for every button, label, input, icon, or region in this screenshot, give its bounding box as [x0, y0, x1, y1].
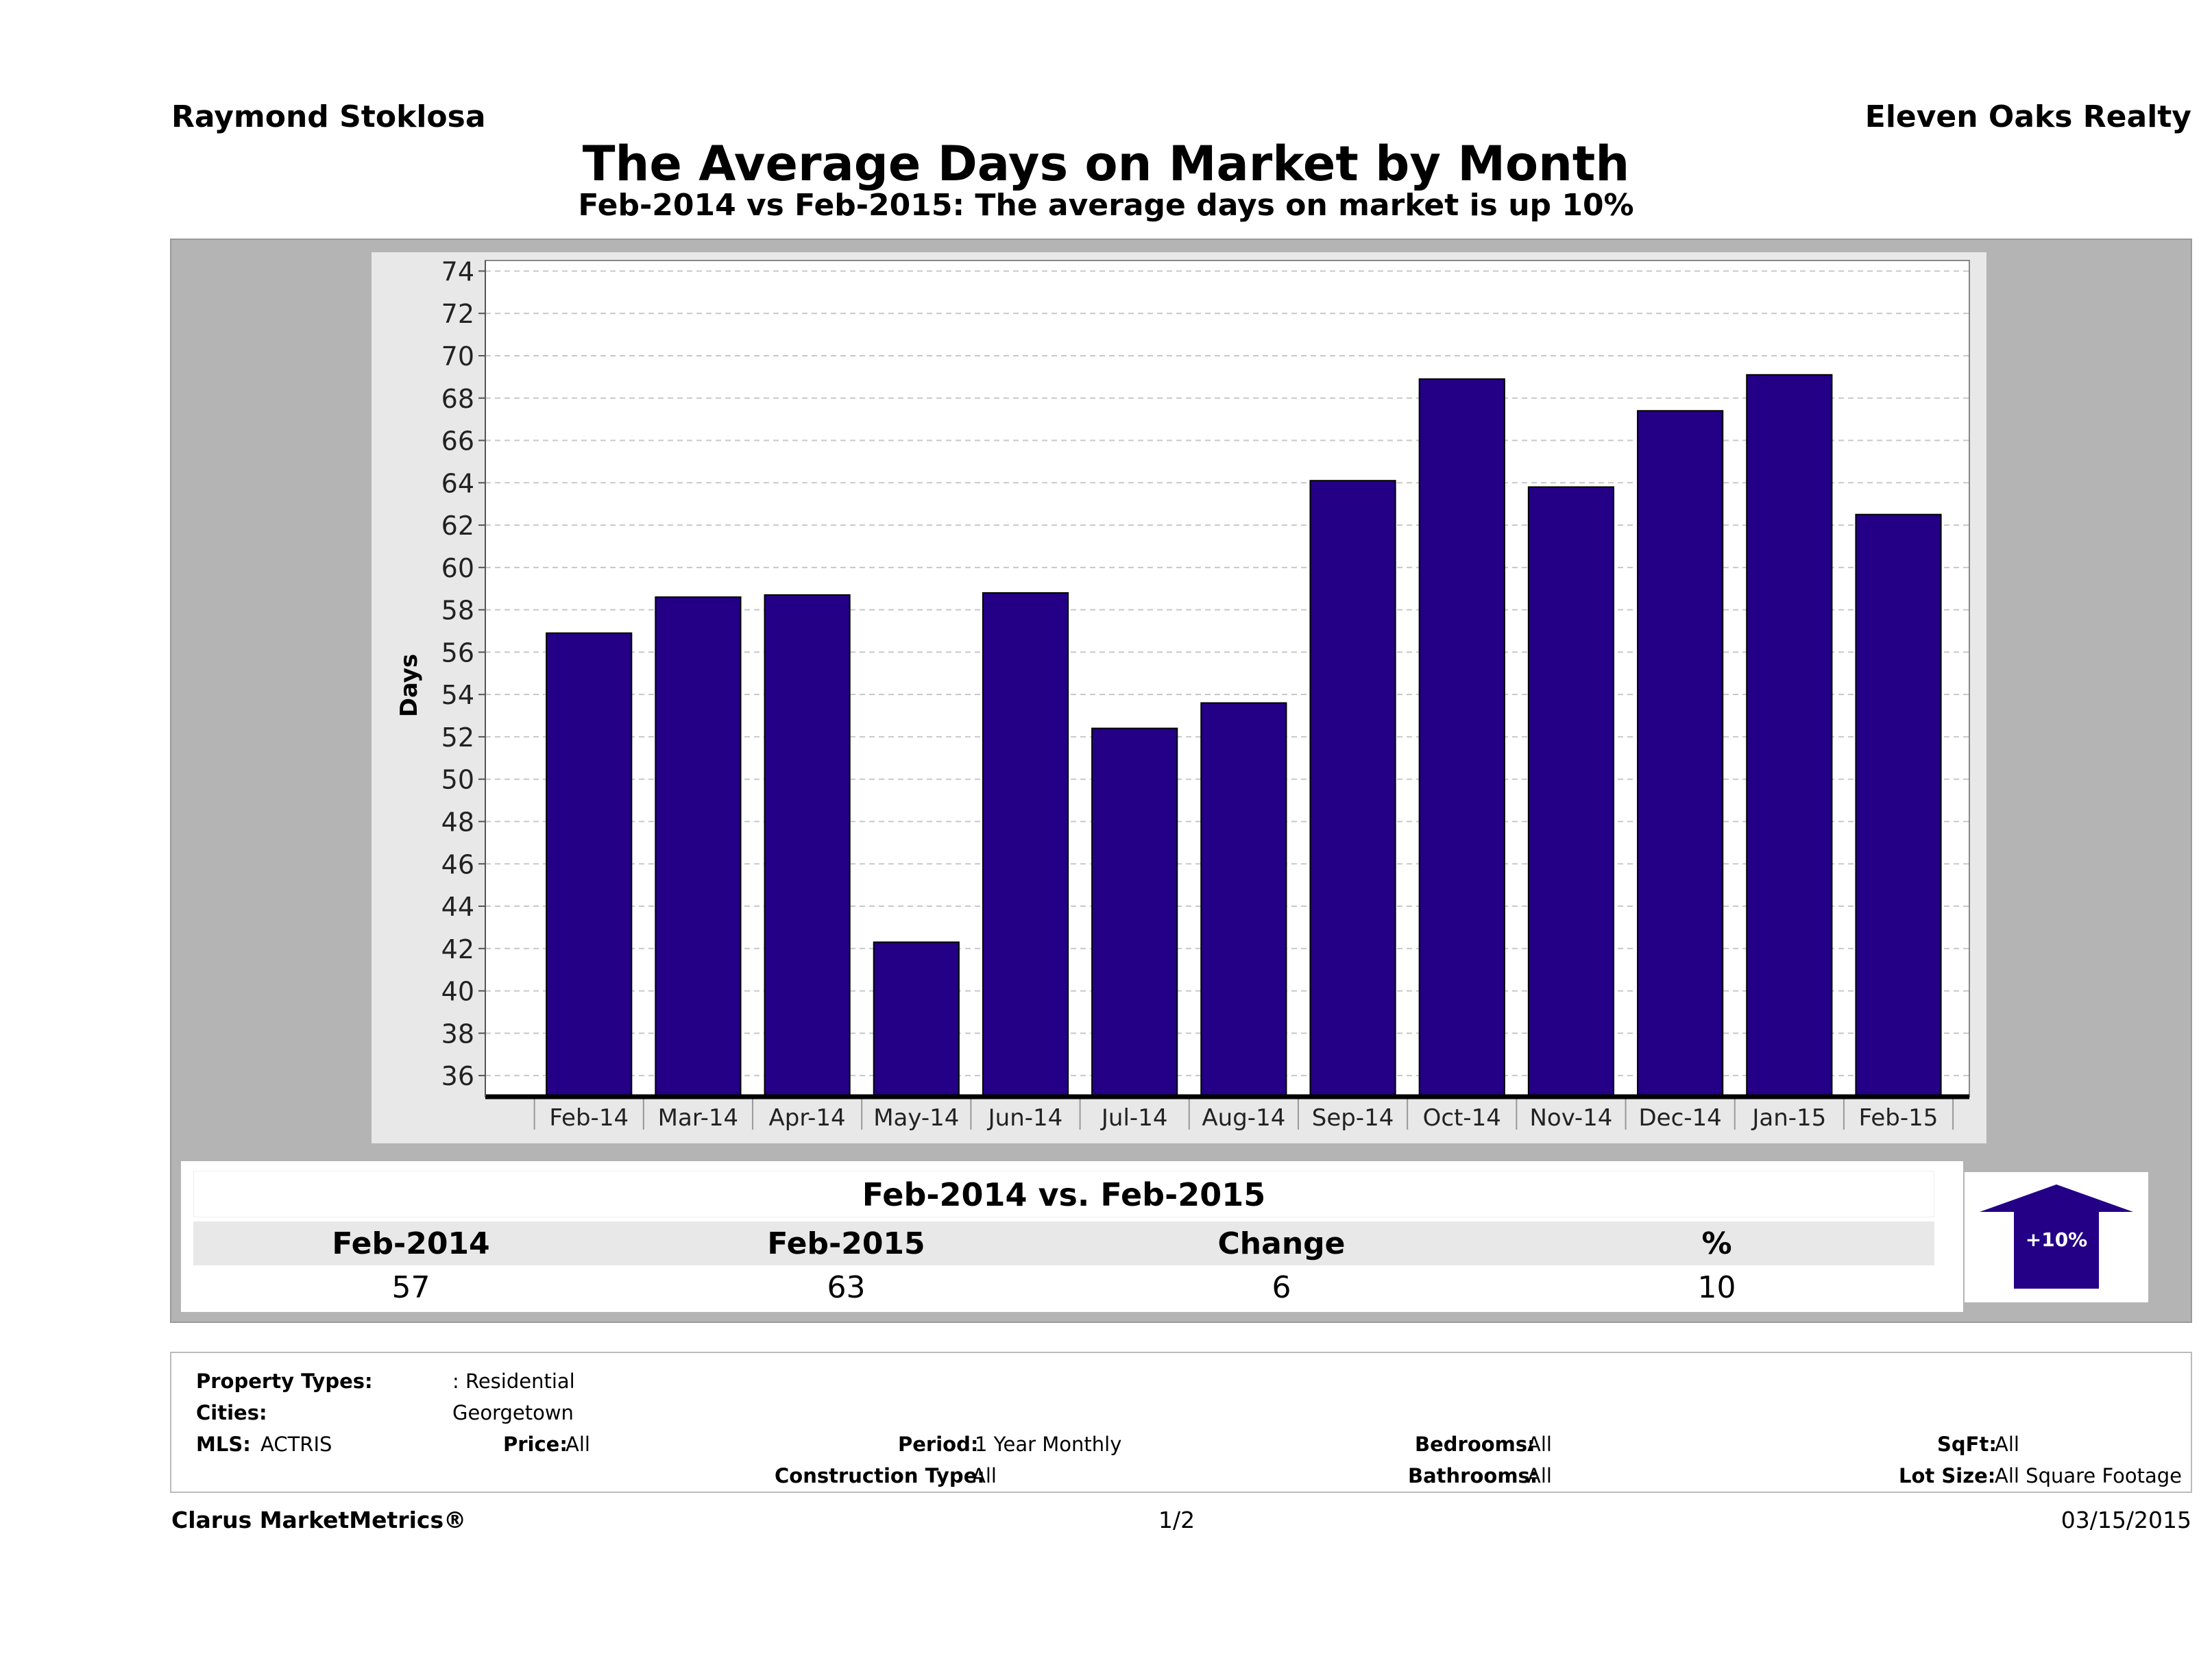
filter-value: 1 Year Monthly: [975, 1433, 1122, 1456]
filter-value: All Square Footage: [1995, 1464, 2183, 1487]
stats-value: 63: [827, 1270, 866, 1305]
change-badge: +10%: [1965, 1172, 2148, 1302]
filter-panel: Property Types: : Residential Cities: Ge…: [170, 1352, 2192, 1493]
stats-value: 57: [391, 1270, 430, 1305]
filter-value: All: [566, 1433, 590, 1456]
up-arrow-icon: +10%: [1980, 1184, 2133, 1289]
filter-value: Georgetown: [452, 1401, 574, 1424]
filter-value: : Residential: [452, 1370, 575, 1393]
chart-title: The Average Days on Market by Month: [582, 136, 1630, 192]
filter-value: ACTRIS: [260, 1433, 332, 1456]
stats-col-header: Change: [1217, 1226, 1346, 1261]
filter-label: Bathrooms:: [1408, 1464, 1538, 1487]
filter-label: MLS:: [196, 1433, 251, 1456]
filter-label: Period:: [898, 1433, 979, 1456]
agent-name: Raymond Stoklosa: [171, 99, 486, 134]
badge-text: +10%: [2026, 1228, 2087, 1251]
filter-label: Construction Type:: [775, 1464, 985, 1487]
filter-label: Lot Size:: [1899, 1464, 1996, 1487]
filter-value: All: [1527, 1433, 1552, 1456]
stats-heading: Feb-2014 vs. Feb-2015: [193, 1171, 1934, 1217]
filter-value: All: [1527, 1464, 1552, 1487]
stats-values: 57 63 6 10: [193, 1265, 1934, 1312]
filter-label: Bedrooms:: [1415, 1433, 1535, 1456]
filter-value: All: [1995, 1433, 2019, 1456]
chart-subtitle: Feb-2014 vs Feb-2015: The average days o…: [578, 188, 1634, 223]
filter-label: Cities:: [196, 1401, 267, 1424]
stats-col-header: Feb-2015: [767, 1226, 925, 1261]
filter-label: Property Types:: [196, 1370, 373, 1393]
stats-column-headers: Feb-2014 Feb-2015 Change %: [193, 1221, 1934, 1268]
chart-background: [372, 252, 1986, 1143]
footer-brand: Clarus MarketMetrics®: [171, 1507, 467, 1533]
stats-col-header: %: [1701, 1226, 1732, 1261]
stats-col-header: Feb-2014: [332, 1226, 490, 1261]
stats-value: 10: [1697, 1270, 1736, 1305]
filter-label: SqFt:: [1937, 1433, 1997, 1456]
page-number: 1/2: [1158, 1507, 1195, 1533]
filter-value: All: [972, 1464, 997, 1487]
stats-value: 6: [1272, 1270, 1291, 1305]
filter-label: Price:: [503, 1433, 568, 1456]
up-arrow-shape: [1980, 1184, 2133, 1289]
report-date: 03/15/2015: [2061, 1507, 2191, 1533]
company-name: Eleven Oaks Realty: [1864, 99, 2191, 134]
